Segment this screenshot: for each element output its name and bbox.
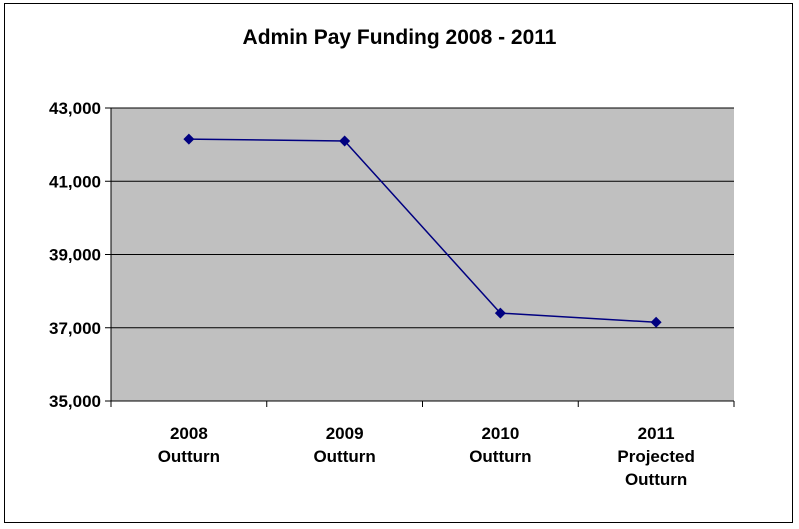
axes — [105, 107, 735, 407]
series-line — [188, 138, 657, 324]
y-tick-label: 39,000 — [49, 246, 101, 265]
data-point — [494, 307, 506, 319]
data-point — [650, 316, 662, 328]
x-tick-label: Outturn — [469, 447, 531, 466]
x-tick-label: 2010 — [481, 424, 519, 443]
series — [183, 133, 662, 328]
y-tick-labels: 35,000 37,000 39,000 41,000 43,000 — [49, 99, 101, 411]
x-tick-label: 2009 — [326, 424, 364, 443]
x-tick-label: Projected — [617, 447, 694, 466]
x-tick-label: Outturn — [158, 447, 220, 466]
x-tick-label: Outturn — [313, 447, 375, 466]
x-tick-label: 2008 — [170, 424, 208, 443]
data-point — [339, 135, 351, 147]
y-tick-label: 35,000 — [49, 392, 101, 411]
x-tick-label: 2011 — [638, 424, 675, 443]
x-tick-labels: 2008 Outturn 2009 Outturn 2010 Outturn 2011 Pro… — [158, 424, 695, 489]
chart-title: Admin Pay Funding 2008 - 2011 — [242, 26, 557, 49]
y-tick-label: 43,000 — [49, 99, 101, 118]
x-tick-label: Outturn — [625, 470, 687, 489]
y-tick-label: 37,000 — [49, 319, 101, 338]
gridlines — [111, 107, 734, 329]
y-tick-label: 41,000 — [49, 172, 101, 191]
data-point — [183, 133, 195, 145]
